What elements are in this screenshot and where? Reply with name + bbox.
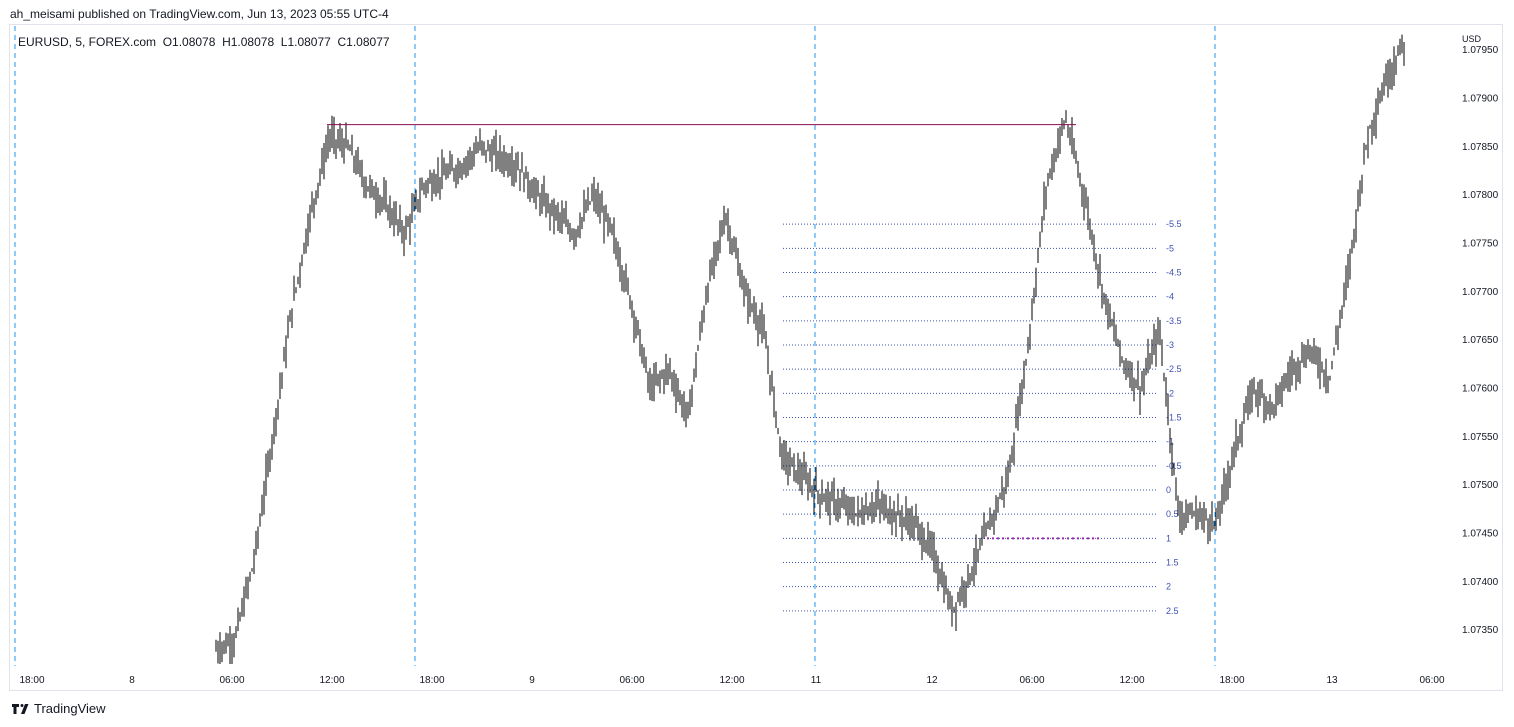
time-tick-label: 12:00 — [1119, 675, 1144, 686]
time-tick-label: 06:00 — [619, 675, 644, 686]
currency-label: USD — [1462, 34, 1482, 44]
price-tick-label: 1.07650 — [1462, 335, 1499, 346]
time-tick-label: 06:00 — [1419, 675, 1444, 686]
time-tick-label: 18:00 — [1219, 675, 1244, 686]
footer-brand-label: TradingView — [34, 701, 106, 716]
price-tick-label: 1.07400 — [1462, 577, 1499, 588]
time-tick-label: 18:00 — [19, 675, 44, 686]
time-tick-label: 06:00 — [1019, 675, 1044, 686]
fib-level-label: 0.5 — [1166, 509, 1179, 519]
footer-brand[interactable]: TradingView — [12, 701, 106, 716]
price-tick-label: 1.07800 — [1462, 190, 1499, 201]
tradingview-logo-icon — [12, 703, 29, 714]
fib-level-label: 1.5 — [1166, 558, 1179, 568]
fib-level-label: 2.5 — [1166, 606, 1179, 616]
fib-level-label: -4.5 — [1166, 268, 1182, 278]
time-tick-label: 12:00 — [719, 675, 744, 686]
price-tick-label: 1.07700 — [1462, 287, 1499, 298]
price-tick-label: 1.07850 — [1462, 142, 1499, 153]
chart-frame[interactable] — [9, 24, 1503, 691]
fib-level-label: -1.5 — [1166, 413, 1182, 423]
fib-level-label: -3 — [1166, 340, 1174, 350]
time-tick-label: 12:00 — [319, 675, 344, 686]
price-tick-label: 1.07900 — [1462, 94, 1499, 105]
price-tick-label: 1.07950 — [1462, 45, 1499, 56]
price-tick-label: 1.07600 — [1462, 384, 1499, 395]
time-tick-label: 13 — [1326, 675, 1338, 686]
fib-level-label: -2 — [1166, 388, 1174, 398]
price-tick-label: 1.07450 — [1462, 529, 1499, 540]
price-tick-label: 1.07350 — [1462, 625, 1499, 636]
fib-level-label: 1 — [1166, 533, 1171, 543]
time-tick-label: 9 — [529, 675, 535, 686]
candle-series — [215, 34, 1405, 664]
fib-level-label: -5 — [1166, 243, 1174, 253]
symbol-legend: EURUSD, 5, FOREX.com O1.08078 H1.08078 L… — [18, 35, 390, 49]
fib-level-label: 2 — [1166, 582, 1171, 592]
fib-level-label: -2.5 — [1166, 364, 1182, 374]
fib-level-label: -3.5 — [1166, 316, 1182, 326]
time-tick-label: 11 — [811, 675, 822, 686]
time-tick-label: 18:00 — [419, 675, 444, 686]
fib-level-label: 0 — [1166, 485, 1171, 495]
time-tick-label: 06:00 — [219, 675, 244, 686]
publisher-line: ah_meisami published on TradingView.com,… — [10, 7, 389, 21]
price-tick-label: 1.07750 — [1462, 239, 1499, 250]
fib-level-label: -5.5 — [1166, 219, 1182, 229]
time-tick-label: 8 — [129, 675, 135, 686]
price-tick-label: 1.07550 — [1462, 432, 1499, 443]
time-tick-label: 12 — [926, 675, 938, 686]
price-tick-label: 1.07500 — [1462, 480, 1499, 491]
fib-level-label: -4 — [1166, 292, 1174, 302]
